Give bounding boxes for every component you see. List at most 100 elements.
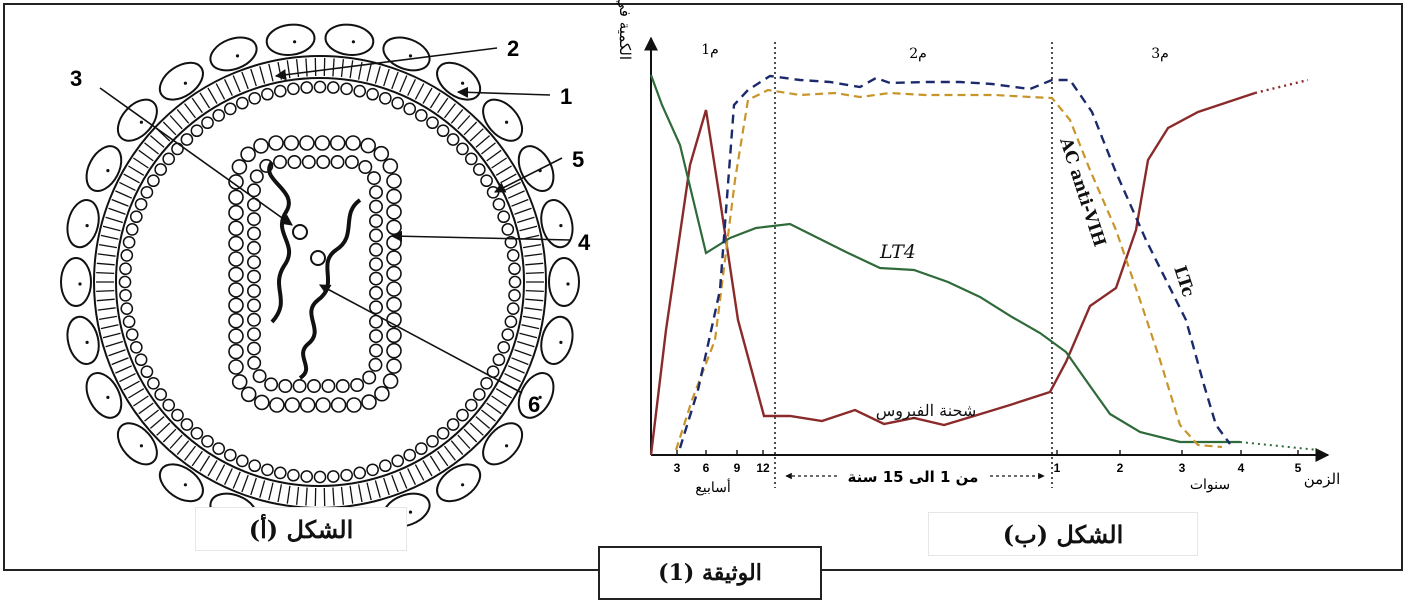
lipid-hatch [520,226,538,231]
matrix-bead [213,110,224,121]
matrix-bead [392,98,403,109]
tick-year-2: 2 [1117,461,1124,475]
capsid-bead [383,159,397,173]
capsid-bead [387,282,401,296]
matrix-bead [141,187,152,198]
glycoprotein-dot [461,82,464,85]
lipid-hatch [99,316,117,319]
lipid-hatch [350,486,353,504]
matrix-bead [213,443,224,454]
lipid-hatch [133,158,148,168]
lipid-hatch [508,191,524,198]
matrix-bead [301,471,312,482]
glycoprotein-dot [559,224,562,227]
glycoprotein-oval [475,416,529,472]
matrix-bead [155,389,166,400]
lipid-hatch [306,58,307,76]
lipid-hatch [306,488,307,506]
glycoprotein-dot [140,444,143,447]
matrix-bead [448,134,459,145]
matrix-bead [172,143,183,154]
lipid-hatch [400,472,407,489]
capsid-bead [303,156,315,168]
glycoprotein-oval [265,22,316,58]
matrix-bead [172,410,183,421]
capsid-bead [229,314,243,328]
matrix-bead [191,125,202,136]
tick-week-9: 9 [734,461,741,475]
matrix-bead [131,211,142,222]
capsid-bead [370,244,382,256]
glycoprotein-oval [61,258,91,306]
lipid-hatch [517,217,534,222]
lipid-hatch [251,69,256,86]
glycoprotein-dot [293,40,296,43]
lipid-hatch [119,374,135,382]
capsid-bead [363,371,375,383]
capsid-bead [288,156,300,168]
lipid-hatch [278,62,281,80]
glycoprotein-dot [140,121,143,124]
glycoprotein-dot [409,54,412,57]
capsid-bead [229,283,243,297]
matrix-bead [392,455,403,466]
lipid-hatch [438,98,448,113]
weeks-unit-label: أسابيع [695,477,731,496]
lipid-hatch [150,417,164,429]
capsid-bead [255,395,269,409]
capsid-bead [253,370,265,382]
capsid-bead [317,156,329,168]
lipid-hatch [408,468,416,484]
capsid-bead [351,379,363,391]
glycoprotein-dot [409,510,412,513]
matrix-bead [262,89,273,100]
matrix-bead [341,83,352,94]
matrix-bead [288,470,299,481]
lipid-hatch [98,308,116,310]
lipid-hatch [515,208,532,214]
lipid-hatch [496,166,511,175]
lipid-hatch [192,98,202,113]
lipid-hatch [139,403,154,414]
capsid-bead [229,252,243,266]
capsid-bead [387,174,401,188]
lipid-hatch [367,64,371,82]
glycoprotein-oval [110,416,164,472]
glycoprotein-dot [86,341,89,344]
label-6: 6 [528,392,540,417]
lipid-hatch [524,308,542,310]
lipid-hatch [430,456,440,471]
capsid-bead [370,186,382,198]
lipid-hatch [297,487,299,505]
lipid-hatch [128,166,143,175]
lipid-hatch [515,350,532,356]
lipid-hatch [526,291,544,292]
capsid-bead [384,374,398,388]
lipid-hatch [133,396,148,406]
matrix-bead [502,329,513,340]
lipid-hatch [505,374,521,382]
lipid-hatch [367,483,371,501]
matrix-bead [341,470,352,481]
capsid-bead [370,229,382,241]
lipid-hatch [216,465,224,481]
matrix-bead [275,86,286,97]
matrix-bead [354,86,365,97]
glycoprotein-oval [430,457,487,509]
lt4-curve-projection [1240,442,1318,450]
lipid-hatch [216,84,224,100]
matrix-bead [505,316,516,327]
lipid-hatch [333,58,334,76]
capsid-bead [370,287,382,299]
lipid-hatch [423,460,432,476]
lipid-hatch [287,486,290,504]
capsid-bead [370,215,382,227]
matrix-bead [275,467,286,478]
phase-label-1: م1 [701,42,719,58]
matrix-bead [509,263,520,274]
lipid-hatch [103,333,121,338]
lipid-hatch [233,76,240,93]
lipid-hatch [251,478,256,495]
lipid-hatch [139,150,154,161]
lipid-hatch [470,129,483,141]
